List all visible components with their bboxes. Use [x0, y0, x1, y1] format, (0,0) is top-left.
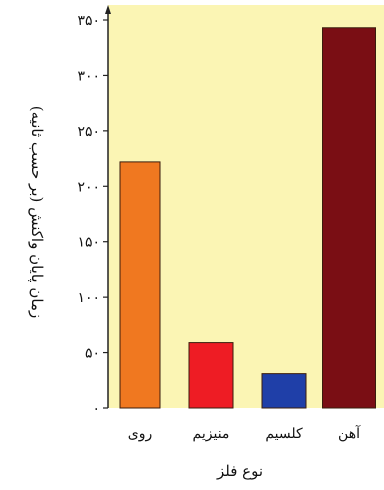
- y-tick-label: ۱۵۰: [77, 235, 100, 251]
- y-tick-label: ۳۰۰: [77, 68, 100, 84]
- y-tick-label: ۲۵۰: [77, 124, 100, 140]
- bars: [119, 27, 376, 409]
- y-axis-title: زمان پایان واکنش (بر حسب ثانیه): [28, 106, 46, 318]
- y-tick-label: ۲۰۰: [77, 179, 100, 195]
- bar: [119, 161, 161, 409]
- bar: [261, 373, 307, 409]
- x-tick-label: منیزیم: [193, 426, 230, 442]
- x-tick-label: آهن: [338, 424, 361, 442]
- y-tick-label: ۰: [92, 401, 100, 417]
- y-tick-label: ۱۰۰: [77, 290, 100, 306]
- y-axis-arrow: [105, 5, 111, 14]
- y-tick-label: ۳۵۰: [77, 13, 100, 29]
- x-tick-labels: روی منیزیم کلسیم آهن: [128, 424, 361, 442]
- x-axis-title: نوع فلز: [216, 462, 263, 480]
- bar: [322, 27, 376, 409]
- x-tick-label: روی: [128, 426, 152, 442]
- y-ticks: ۰ ۵۰ ۱۰۰ ۱۵۰ ۲۰۰ ۲۵۰ ۳۰۰ ۳۵۰: [77, 13, 108, 417]
- x-tick-label: کلسیم: [265, 426, 303, 442]
- y-tick-label: ۵۰: [85, 346, 100, 362]
- bar: [188, 342, 234, 409]
